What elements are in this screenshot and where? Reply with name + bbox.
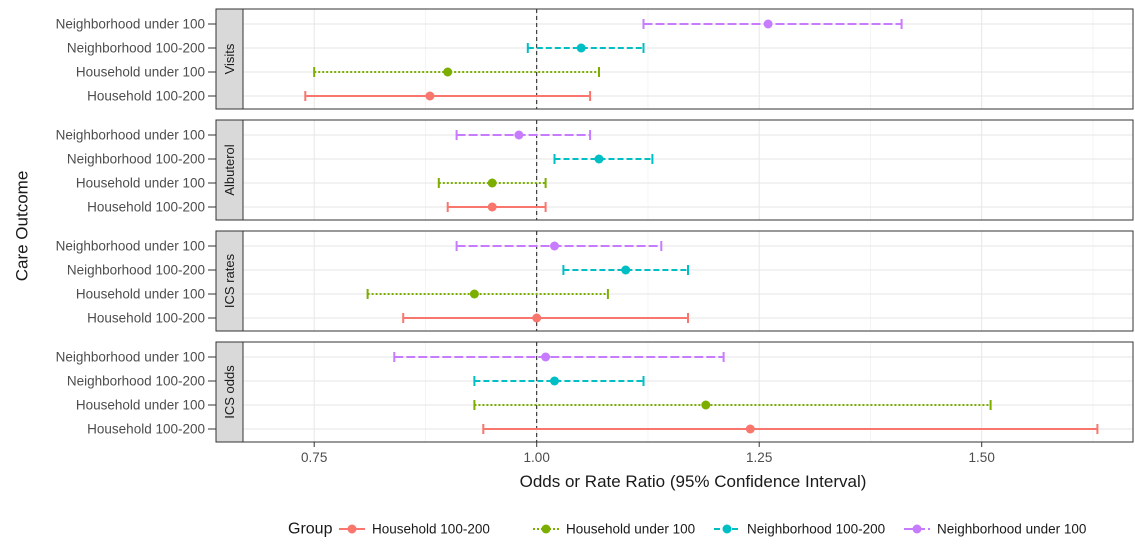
y-tick-label: Household 100-200: [87, 422, 205, 437]
facet-strip: [215, 230, 244, 332]
panel-background: [243, 9, 1133, 109]
estimate-point: [594, 154, 604, 164]
y-tick-label: Household 100-200: [87, 311, 205, 326]
estimate-point: [514, 130, 524, 140]
legend-label: Neighborhood under 100: [937, 522, 1086, 537]
legend-item: Household under 100: [533, 522, 695, 537]
estimate-point: [745, 424, 755, 434]
facet-strip-label: ICS rates: [222, 253, 237, 308]
legend-item: Household 100-200: [339, 522, 490, 537]
facet-strip-label: Visits: [222, 43, 237, 74]
y-tick-label: Neighborhood 100-200: [67, 263, 205, 278]
x-tick-label: 1.00: [524, 450, 550, 465]
estimate-point: [576, 43, 586, 53]
legend-item: Neighborhood under 100: [904, 522, 1086, 537]
panel-background: [243, 342, 1133, 442]
estimate-point: [621, 265, 631, 275]
estimate-point: [550, 376, 559, 386]
y-tick-label: Household under 100: [76, 176, 205, 191]
panel-border: [242, 119, 1134, 221]
estimate-point: [541, 352, 551, 362]
facet-strip: [215, 341, 244, 443]
legend-key-point: [912, 524, 922, 534]
y-tick-label: Household 100-200: [87, 200, 205, 215]
facet-strip: [215, 8, 244, 110]
x-tick-label: 1.25: [746, 450, 772, 465]
estimate-point: [469, 289, 479, 299]
legend-label: Neighborhood 100-200: [747, 522, 885, 537]
facet-panel-visits: Visits Neighborhood under 100 Neighborhood…: [56, 8, 1134, 110]
y-tick-label: Household under 100: [76, 398, 205, 413]
estimate-point: [701, 400, 711, 410]
panel-border: [242, 8, 1134, 110]
facet-strip: [215, 119, 244, 221]
panel-background: [243, 120, 1133, 220]
y-tick-label: Neighborhood under 100: [56, 128, 205, 143]
y-tick-label: Neighborhood 100-200: [67, 41, 205, 56]
panel-border: [242, 230, 1134, 332]
estimate-point: [487, 202, 497, 212]
y-tick-label: Neighborhood under 100: [56, 350, 205, 365]
x-tick-label: 0.75: [301, 450, 327, 465]
facet-panel-albuterol: Albuterol Neighborhood under 100 Neighborh…: [56, 119, 1134, 221]
legend-label: Household 100-200: [372, 522, 490, 537]
y-tick-label: Neighborhood under 100: [56, 17, 205, 32]
estimate-point: [487, 178, 497, 188]
estimate-point: [550, 241, 559, 251]
legend-title: Group: [288, 521, 333, 538]
legend-key-point: [347, 524, 357, 534]
y-tick-label: Neighborhood under 100: [56, 239, 205, 254]
facet-panel-ics-odds: ICS odds Neighborhood under 100 Neighborho…: [56, 341, 1134, 443]
facet-panel-ics-rates: ICS rates Neighborhood under 100 Neighborh…: [56, 230, 1134, 332]
legend-item: Neighborhood 100-200: [714, 522, 885, 537]
y-tick-label: Household 100-200: [87, 89, 205, 104]
facet-strip-label: Albuterol: [222, 144, 237, 195]
estimate-point: [532, 313, 542, 323]
estimate-point: [763, 19, 773, 29]
facet-strip-label: ICS odds: [222, 365, 237, 419]
legend-key-point: [541, 524, 551, 534]
panel-border: [242, 341, 1134, 443]
estimate-point: [425, 91, 435, 101]
y-tick-label: Neighborhood 100-200: [67, 374, 205, 389]
x-tick-label: 1.50: [969, 450, 995, 465]
y-tick-label: Household under 100: [76, 65, 205, 80]
legend-key-point: [722, 524, 732, 534]
y-axis-title: Care Outcome: [13, 171, 32, 282]
y-tick-label: Neighborhood 100-200: [67, 152, 205, 167]
x-axis-title: Odds or Rate Ratio (95% Confidence Inter…: [520, 472, 867, 491]
y-tick-label: Household under 100: [76, 287, 205, 302]
estimate-point: [443, 67, 453, 77]
legend-label: Household under 100: [566, 522, 695, 537]
